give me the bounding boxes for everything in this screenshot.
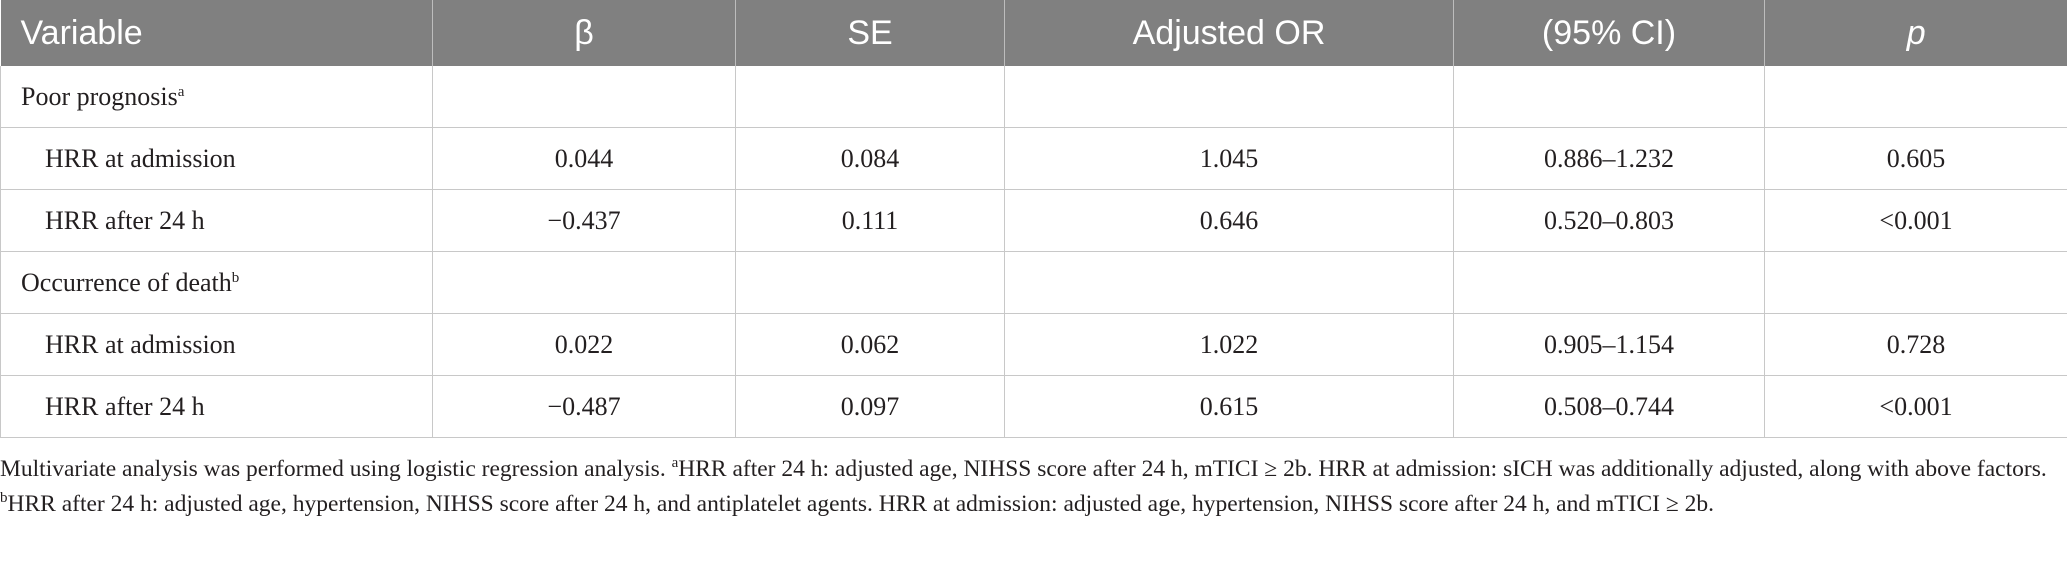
group-row-poor-prognosis: Poor prognosisa bbox=[0, 66, 2067, 128]
table-row: HRR after 24 h −0.487 0.097 0.615 0.508–… bbox=[0, 375, 2067, 438]
empty-cell bbox=[1764, 66, 2067, 128]
se-cell: 0.084 bbox=[735, 127, 1005, 190]
header-beta: β bbox=[432, 0, 736, 66]
variable-cell: HRR after 24 h bbox=[0, 375, 433, 438]
header-adjusted-or: Adjusted OR bbox=[1004, 0, 1454, 66]
group-label: Occurrence of death bbox=[21, 267, 232, 297]
beta-cell: 0.022 bbox=[432, 313, 736, 376]
p-cell: <0.001 bbox=[1764, 189, 2067, 252]
table-row: HRR at admission 0.044 0.084 1.045 0.886… bbox=[0, 127, 2067, 190]
or-cell: 1.045 bbox=[1004, 127, 1454, 190]
regression-table: Variable β SE Adjusted OR (95% CI) p Poo… bbox=[0, 0, 2067, 438]
header-p: p bbox=[1764, 0, 2067, 66]
p-cell: 0.728 bbox=[1764, 313, 2067, 376]
empty-cell bbox=[1453, 251, 1765, 314]
footnote-marker: b bbox=[231, 269, 240, 286]
p-cell: 0.605 bbox=[1764, 127, 2067, 190]
footnote-marker: a bbox=[177, 83, 185, 100]
group-label-cell: Poor prognosisa bbox=[0, 66, 433, 128]
group-label-cell: Occurrence of deathb bbox=[0, 251, 433, 314]
empty-cell bbox=[1453, 66, 1765, 128]
header-ci: (95% CI) bbox=[1453, 0, 1765, 66]
table-row: HRR after 24 h −0.437 0.111 0.646 0.520–… bbox=[0, 189, 2067, 252]
ci-cell: 0.905–1.154 bbox=[1453, 313, 1765, 376]
footnote-b: HRR after 24 h: adjusted age, hypertensi… bbox=[7, 491, 1714, 517]
ci-cell: 0.508–0.744 bbox=[1453, 375, 1765, 438]
footnote-marker-b: b bbox=[0, 490, 8, 506]
beta-cell: −0.437 bbox=[432, 189, 736, 252]
empty-cell bbox=[432, 66, 736, 128]
se-cell: 0.111 bbox=[735, 189, 1005, 252]
ci-cell: 0.520–0.803 bbox=[1453, 189, 1765, 252]
table-row: HRR at admission 0.022 0.062 1.022 0.905… bbox=[0, 313, 2067, 376]
or-cell: 1.022 bbox=[1004, 313, 1454, 376]
empty-cell bbox=[432, 251, 736, 314]
table-footnote: Multivariate analysis was performed usin… bbox=[0, 452, 2050, 522]
group-row-occurrence-of-death: Occurrence of deathb bbox=[0, 251, 2067, 314]
se-cell: 0.062 bbox=[735, 313, 1005, 376]
ci-cell: 0.886–1.232 bbox=[1453, 127, 1765, 190]
empty-cell bbox=[1004, 66, 1454, 128]
header-se: SE bbox=[735, 0, 1005, 66]
footnote-marker-a: a bbox=[671, 455, 679, 471]
header-variable: Variable bbox=[0, 0, 433, 66]
empty-cell bbox=[1764, 251, 2067, 314]
or-cell: 0.646 bbox=[1004, 189, 1454, 252]
p-cell: <0.001 bbox=[1764, 375, 2067, 438]
se-cell: 0.097 bbox=[735, 375, 1005, 438]
empty-cell bbox=[1004, 251, 1454, 314]
footnote-intro: Multivariate analysis was performed usin… bbox=[0, 456, 672, 482]
empty-cell bbox=[735, 251, 1005, 314]
variable-cell: HRR at admission bbox=[0, 313, 433, 376]
header-row: Variable β SE Adjusted OR (95% CI) p bbox=[0, 0, 2067, 66]
variable-cell: HRR at admission bbox=[0, 127, 433, 190]
beta-cell: −0.487 bbox=[432, 375, 736, 438]
group-label: Poor prognosis bbox=[21, 81, 178, 111]
empty-cell bbox=[735, 66, 1005, 128]
variable-cell: HRR after 24 h bbox=[0, 189, 433, 252]
or-cell: 0.615 bbox=[1004, 375, 1454, 438]
footnote-a: HRR after 24 h: adjusted age, NIHSS scor… bbox=[678, 456, 2047, 482]
beta-cell: 0.044 bbox=[432, 127, 736, 190]
